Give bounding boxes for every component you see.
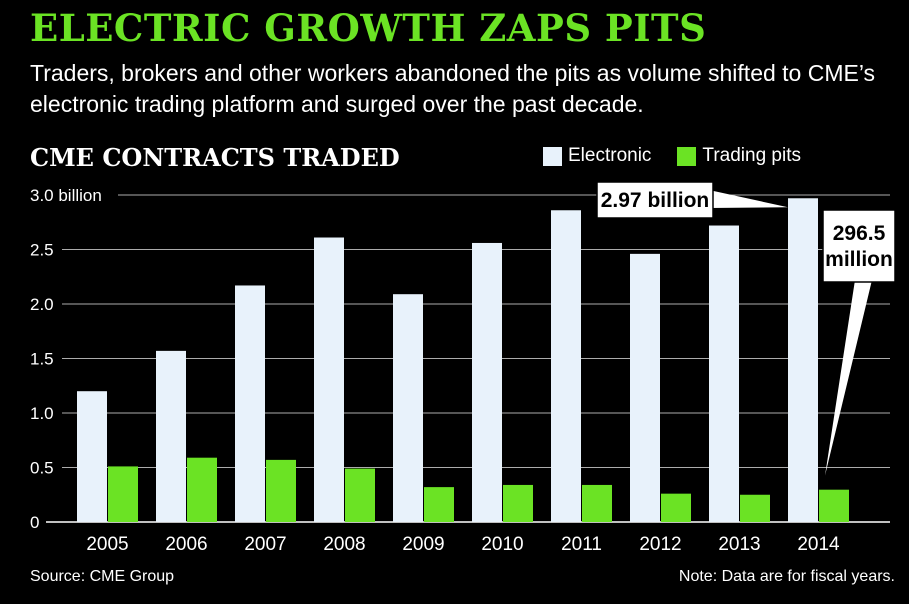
legend-item-electronic: Electronic bbox=[543, 145, 651, 167]
x-tick-label: 2005 bbox=[86, 534, 128, 555]
callout-pointer-pits bbox=[825, 280, 872, 476]
callout-pointer-electronic bbox=[709, 190, 788, 208]
bar-electronic bbox=[630, 253, 660, 523]
bar-electronic bbox=[472, 242, 502, 522]
x-tick-label: 2009 bbox=[402, 534, 444, 555]
legend-label-electronic: Electronic bbox=[568, 145, 652, 166]
bar-pits bbox=[187, 457, 217, 522]
x-tick-label: 2010 bbox=[481, 534, 523, 555]
chart-title: CME CONTRACTS TRADED bbox=[30, 143, 400, 172]
bar-pits bbox=[661, 493, 691, 522]
x-tick-label: 2006 bbox=[165, 534, 207, 555]
legend-item-pits: Trading pits bbox=[677, 145, 801, 167]
x-tick-label: 2012 bbox=[639, 534, 681, 555]
bar-pits bbox=[345, 468, 375, 522]
bar-pits bbox=[424, 487, 454, 522]
x-tick-label: 2014 bbox=[797, 534, 840, 555]
callout-box-pits bbox=[822, 209, 896, 283]
x-tick-label: 2011 bbox=[561, 534, 602, 555]
bar-electronic bbox=[393, 294, 423, 522]
bar-electronic bbox=[709, 225, 739, 522]
x-tick-label: 2008 bbox=[323, 534, 365, 555]
bar-pits bbox=[503, 484, 533, 522]
y-tick-label: 2.0 bbox=[30, 295, 54, 314]
bar-pits bbox=[266, 459, 296, 522]
bar-electronic bbox=[314, 237, 344, 522]
footnote: Note: Data are for fiscal years. bbox=[678, 568, 895, 585]
legend-swatch-electronic bbox=[543, 146, 562, 166]
bar-electronic bbox=[788, 198, 818, 522]
y-tick-label: 0.5 bbox=[30, 459, 54, 478]
dek: Traders, brokers and other workers aband… bbox=[30, 60, 876, 117]
bar-pits bbox=[740, 494, 770, 522]
bar-electronic bbox=[235, 285, 265, 522]
legend-label-pits: Trading pits bbox=[702, 145, 801, 166]
y-tick-label: 3.0 billion bbox=[30, 186, 102, 205]
y-tick-label: 0 bbox=[30, 513, 39, 532]
headline: ELECTRIC GROWTH ZAPS PITS bbox=[30, 6, 707, 50]
y-tick-label: 1.5 bbox=[30, 350, 54, 369]
bar-electronic bbox=[156, 350, 186, 522]
y-tick-label: 2.5 bbox=[30, 241, 54, 260]
x-tick-label: 2013 bbox=[718, 534, 760, 555]
callout-label-pits: 296.5 million bbox=[825, 222, 893, 271]
source-credit: Source: CME Group bbox=[30, 568, 175, 585]
y-tick-label: 1.0 bbox=[30, 404, 54, 423]
chart-legend: Electronic Trading pits bbox=[543, 145, 827, 167]
callout-box-electronic bbox=[596, 181, 714, 219]
bar-pits bbox=[108, 466, 138, 522]
callout-label-electronic: 2.97 billion bbox=[601, 189, 710, 212]
x-tick-label: 2007 bbox=[244, 534, 286, 555]
bar-electronic bbox=[77, 391, 107, 522]
bar-electronic bbox=[551, 210, 581, 522]
bar-pits bbox=[819, 489, 849, 522]
legend-swatch-pits bbox=[677, 146, 697, 166]
bar-pits bbox=[582, 484, 612, 522]
